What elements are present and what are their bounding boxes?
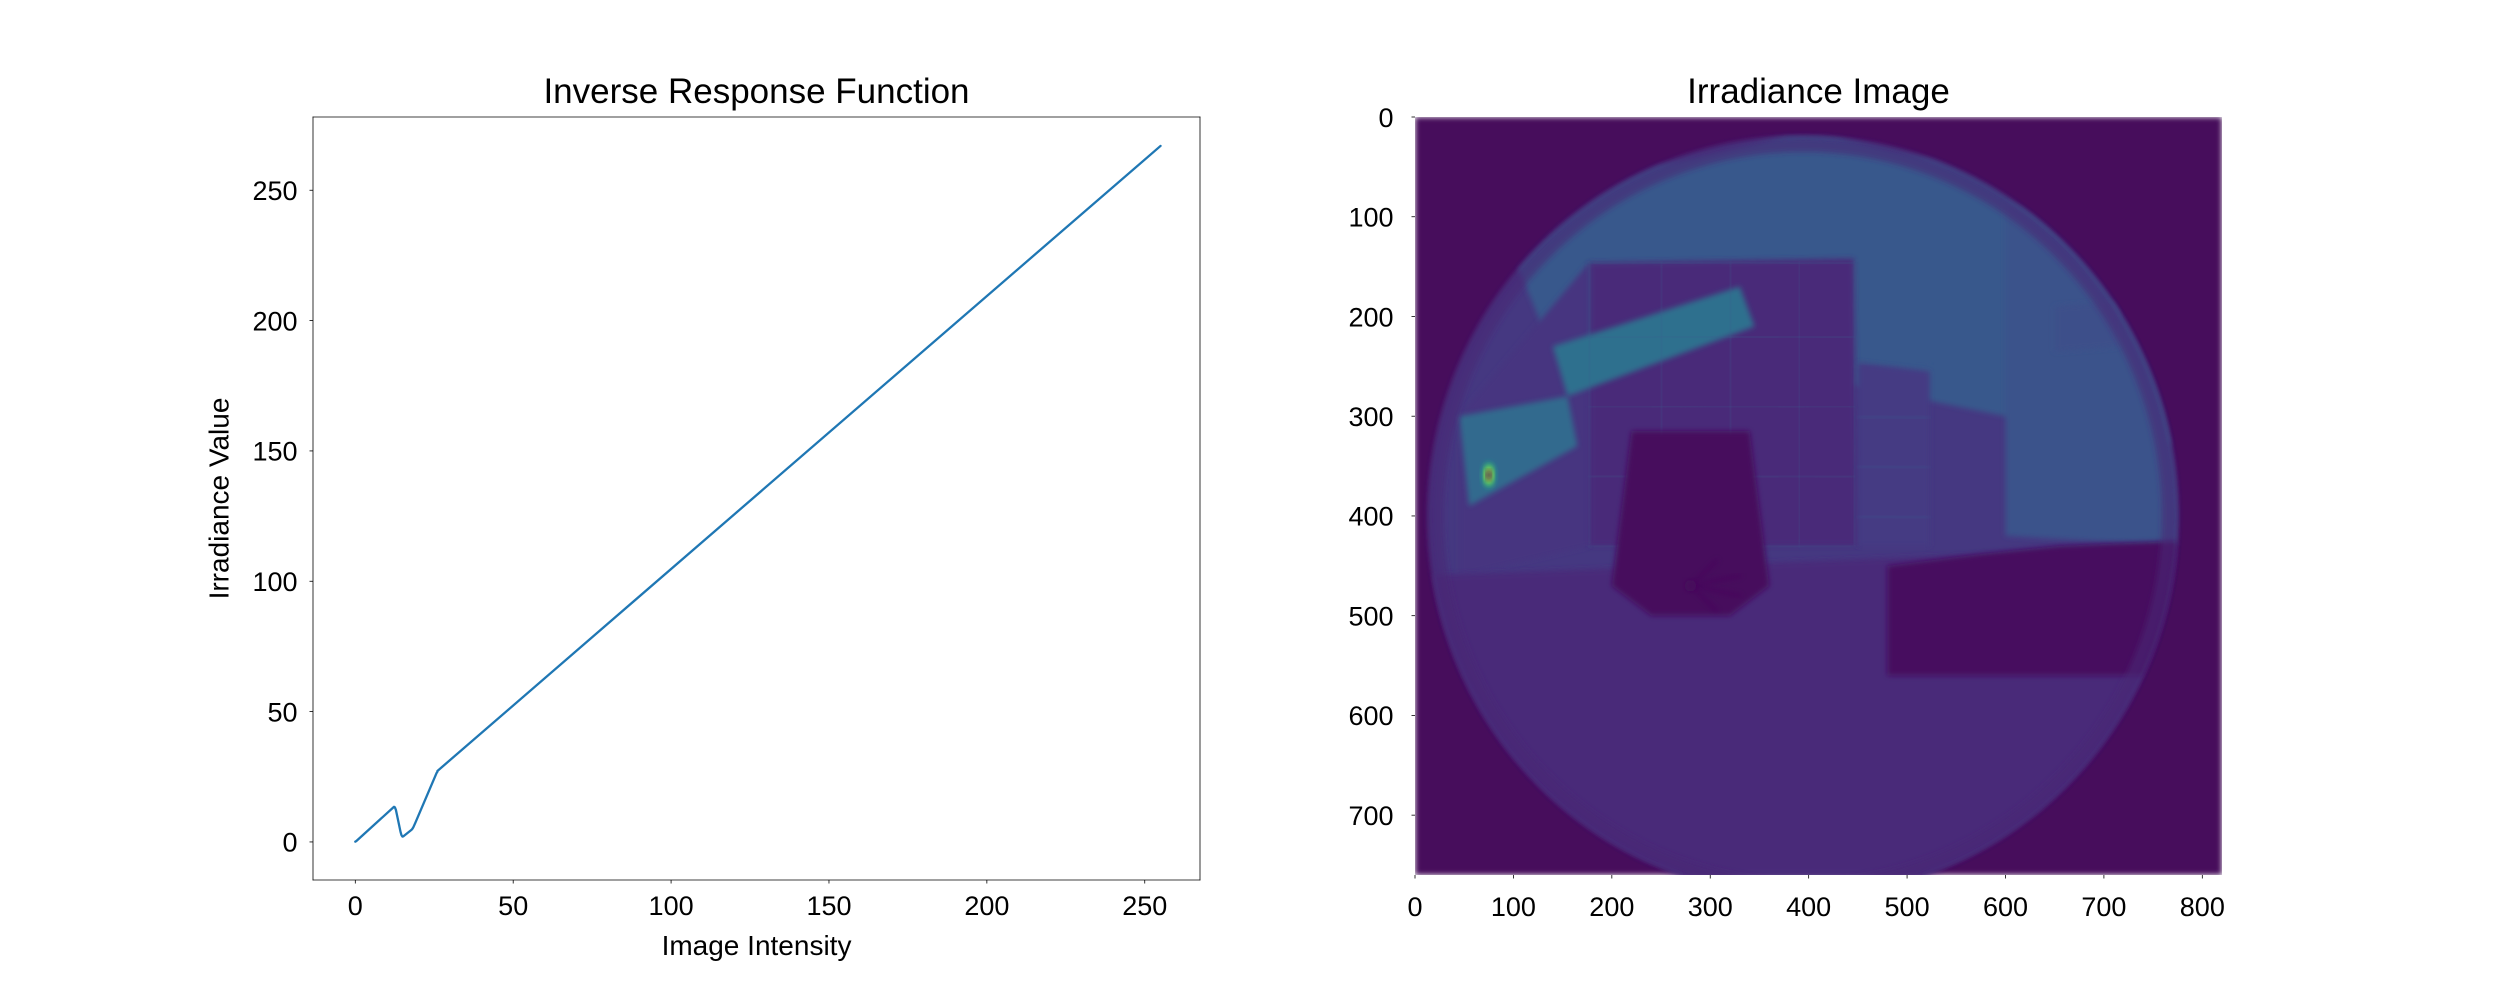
svg-text:0: 0 (1407, 892, 1422, 922)
svg-text:Irradiance Image: Irradiance Image (1687, 72, 1950, 111)
svg-text:600: 600 (1348, 701, 1393, 731)
svg-text:Inverse Response Function: Inverse Response Function (543, 72, 969, 111)
svg-text:100: 100 (1491, 892, 1536, 922)
svg-text:200: 200 (252, 306, 297, 336)
svg-text:0: 0 (1378, 103, 1393, 133)
svg-text:250: 250 (1122, 891, 1167, 921)
svg-text:Image Intensity: Image Intensity (662, 930, 852, 961)
svg-text:250: 250 (252, 176, 297, 206)
svg-text:500: 500 (1885, 892, 1930, 922)
svg-text:Irradiance Value: Irradiance Value (204, 398, 235, 600)
svg-text:150: 150 (806, 891, 851, 921)
svg-text:100: 100 (252, 567, 297, 597)
svg-text:0: 0 (348, 891, 363, 921)
svg-text:500: 500 (1348, 601, 1393, 631)
svg-text:200: 200 (1589, 892, 1634, 922)
svg-text:100: 100 (649, 891, 694, 921)
svg-text:700: 700 (2081, 892, 2126, 922)
svg-text:0: 0 (282, 828, 297, 858)
svg-text:600: 600 (1983, 892, 2028, 922)
svg-text:50: 50 (267, 697, 297, 727)
svg-text:200: 200 (1348, 302, 1393, 332)
svg-text:300: 300 (1348, 402, 1393, 432)
svg-text:700: 700 (1348, 801, 1393, 831)
svg-text:400: 400 (1348, 502, 1393, 532)
svg-text:200: 200 (964, 891, 1009, 921)
svg-text:50: 50 (498, 891, 528, 921)
svg-text:100: 100 (1348, 203, 1393, 233)
svg-text:400: 400 (1786, 892, 1831, 922)
svg-text:800: 800 (2180, 892, 2225, 922)
svg-text:300: 300 (1688, 892, 1733, 922)
svg-text:150: 150 (252, 437, 297, 467)
